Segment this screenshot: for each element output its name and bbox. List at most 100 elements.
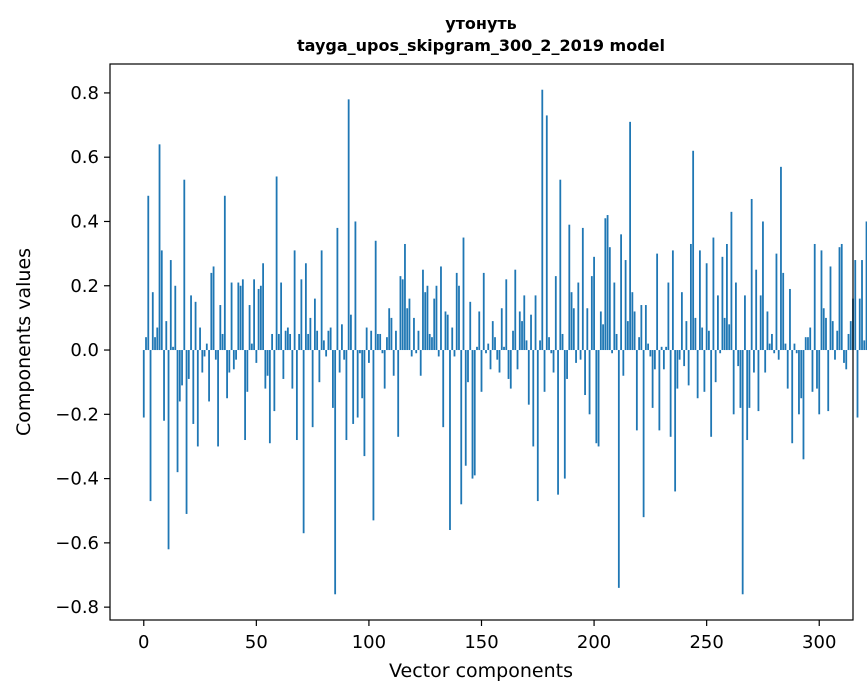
- bar: [271, 333, 274, 351]
- bar: [570, 292, 573, 351]
- bar: [602, 324, 604, 351]
- bar: [401, 279, 404, 351]
- bar: [345, 350, 348, 441]
- bar: [793, 343, 796, 351]
- bar: [313, 298, 316, 351]
- bar: [746, 350, 749, 441]
- bar: [399, 276, 402, 351]
- bar: [244, 350, 246, 441]
- bar: [550, 350, 553, 354]
- bar: [381, 350, 384, 354]
- bar: [293, 250, 296, 351]
- bar: [235, 350, 237, 360]
- bar: [658, 350, 661, 431]
- bar: [649, 350, 652, 357]
- bar: [462, 237, 465, 351]
- bar: [160, 250, 163, 351]
- bar: [190, 295, 192, 351]
- y-tick-label: 0.2: [70, 276, 99, 297]
- bar: [451, 327, 454, 351]
- bar: [377, 333, 379, 351]
- bar: [410, 350, 413, 357]
- bar: [557, 350, 559, 495]
- x-axis-ticks: 0 50 100 150 200 250 300: [138, 620, 836, 653]
- bar: [559, 179, 562, 351]
- bar: [259, 285, 262, 351]
- bar: [762, 221, 764, 351]
- bar: [563, 350, 566, 479]
- bar: [460, 350, 463, 505]
- bar: [818, 350, 821, 415]
- bar: [363, 350, 366, 457]
- bar: [156, 327, 159, 351]
- bar: [566, 350, 568, 379]
- bar: [516, 350, 519, 370]
- bar: [237, 282, 240, 351]
- bar: [719, 350, 722, 354]
- bar: [415, 350, 418, 354]
- bar: [449, 350, 451, 531]
- bar: [255, 350, 258, 363]
- bar: [480, 350, 483, 392]
- bar: [428, 333, 431, 351]
- bar: [365, 327, 368, 351]
- bar: [167, 350, 170, 550]
- bar: [739, 350, 742, 408]
- bar: [332, 350, 334, 408]
- bar: [395, 330, 397, 351]
- bar: [336, 227, 339, 351]
- bar: [865, 221, 867, 351]
- bar: [223, 195, 226, 351]
- bar: [662, 350, 665, 370]
- bar: [379, 333, 382, 351]
- bar: [804, 337, 807, 351]
- bar: [250, 343, 253, 351]
- bar: [820, 250, 823, 351]
- bar: [275, 176, 278, 351]
- y-tick-label: 0.0: [70, 340, 99, 361]
- bar: [561, 333, 564, 351]
- bar: [653, 350, 656, 370]
- x-tick-label: 300: [802, 632, 836, 653]
- bar: [442, 350, 445, 428]
- bar: [145, 337, 147, 351]
- bar: [334, 350, 337, 595]
- bar: [431, 337, 433, 351]
- bar: [545, 115, 548, 351]
- x-tick-label: 0: [138, 632, 149, 653]
- bar: [626, 321, 629, 351]
- bar: [536, 350, 539, 502]
- bar: [617, 350, 620, 588]
- bar: [169, 260, 172, 351]
- bar: [458, 285, 460, 351]
- bar: [789, 288, 791, 351]
- bar: [849, 321, 852, 351]
- bar: [732, 350, 735, 415]
- bar: [816, 350, 818, 389]
- y-axis-label: Components values: [13, 248, 35, 436]
- bar: [611, 350, 613, 354]
- bar: [599, 311, 602, 351]
- bar: [845, 350, 848, 370]
- bar: [703, 350, 706, 392]
- bar: [455, 272, 458, 351]
- x-tick-label: 150: [464, 632, 498, 653]
- bar: [608, 247, 611, 351]
- bar: [239, 285, 242, 351]
- y-tick-label: 0.8: [70, 83, 99, 104]
- bar: [795, 350, 798, 354]
- bar: [575, 350, 577, 363]
- bar: [505, 279, 508, 351]
- bar: [780, 166, 782, 351]
- bar: [813, 243, 816, 351]
- bar: [494, 337, 496, 351]
- bar: [359, 350, 361, 354]
- bar: [280, 282, 283, 351]
- bar: [512, 330, 514, 351]
- bar: [807, 337, 809, 351]
- bar: [498, 350, 501, 373]
- bar: [437, 350, 440, 357]
- bar: [205, 343, 208, 351]
- bar: [642, 350, 645, 518]
- bar: [656, 253, 659, 351]
